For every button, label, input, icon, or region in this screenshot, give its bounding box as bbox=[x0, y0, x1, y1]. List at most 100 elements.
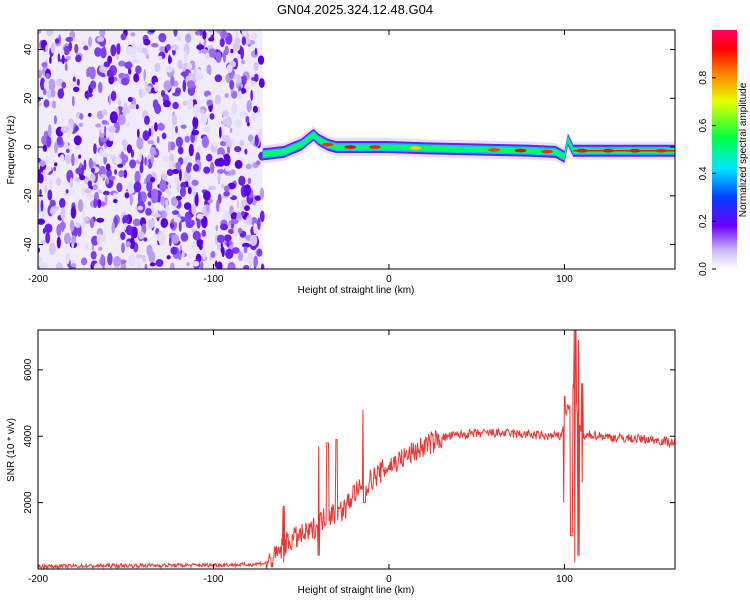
noise-blob bbox=[104, 194, 108, 206]
noise-blob bbox=[108, 132, 114, 142]
noise-blob bbox=[40, 239, 47, 245]
noise-blob bbox=[132, 218, 141, 227]
noise-blob bbox=[116, 182, 123, 193]
noise-blob bbox=[109, 111, 118, 124]
colorbar-scale bbox=[712, 30, 737, 269]
noise-blob bbox=[38, 218, 46, 225]
noise-blob bbox=[142, 254, 146, 263]
noise-blob bbox=[207, 185, 216, 191]
noise-blob bbox=[161, 132, 167, 140]
noise-blob bbox=[196, 44, 205, 51]
noise-blob bbox=[216, 244, 222, 251]
snr-panel: -200 -100 0 100 6000 4000 2000 Height of stra… bbox=[6, 329, 676, 596]
noise-blob bbox=[246, 85, 250, 91]
noise-blob bbox=[86, 193, 94, 201]
noise-blob bbox=[143, 38, 151, 46]
noise-blob bbox=[144, 81, 148, 87]
spectrogram-y-ticks: 40 20 0 -20 -40 bbox=[23, 44, 675, 252]
noise-blob bbox=[206, 204, 210, 213]
noise-blob bbox=[206, 99, 213, 106]
noise-blob bbox=[118, 72, 126, 79]
noise-blob bbox=[65, 148, 70, 154]
noise-blob bbox=[59, 221, 67, 230]
noise-blob bbox=[170, 246, 178, 255]
noise-blob bbox=[159, 179, 167, 192]
noise-blob bbox=[77, 199, 84, 213]
noise-blob bbox=[46, 135, 52, 148]
noise-blob bbox=[194, 30, 201, 36]
noise-blob bbox=[96, 233, 103, 245]
noise-blob bbox=[89, 173, 96, 182]
noise-blob bbox=[186, 80, 196, 89]
ridge-peak bbox=[488, 148, 501, 152]
noise-blob bbox=[87, 180, 93, 187]
spectrogram-x-ticks: -200 -100 0 100 bbox=[28, 30, 573, 285]
noise-blob bbox=[79, 112, 84, 120]
noise-blob bbox=[81, 187, 86, 196]
noise-blob bbox=[82, 210, 86, 216]
noise-blob bbox=[223, 191, 230, 197]
noise-blob bbox=[170, 196, 178, 207]
noise-blob bbox=[60, 207, 66, 220]
noise-blob bbox=[254, 195, 262, 201]
y-tick-label: 6000 bbox=[23, 358, 34, 381]
noise-blob bbox=[157, 123, 165, 131]
noise-blob bbox=[75, 155, 79, 168]
noise-blob bbox=[69, 177, 74, 188]
noise-blob bbox=[108, 175, 116, 181]
noise-blob bbox=[234, 119, 242, 128]
noise-blob bbox=[60, 126, 69, 133]
noise-blob bbox=[71, 235, 77, 245]
noise-blob bbox=[252, 105, 258, 113]
noise-blob bbox=[225, 248, 234, 260]
noise-blob bbox=[96, 217, 105, 223]
noise-blob bbox=[44, 184, 48, 193]
noise-blob bbox=[45, 231, 51, 244]
noise-blob bbox=[182, 100, 187, 106]
noise-blob bbox=[69, 219, 75, 232]
noise-blob bbox=[149, 176, 156, 183]
noise-blob bbox=[123, 145, 127, 151]
noise-blob bbox=[170, 75, 175, 87]
noise-blob bbox=[78, 154, 82, 159]
colorbar-tick-label: 0.2 bbox=[698, 214, 709, 228]
noise-blob bbox=[253, 255, 259, 267]
noise-blob bbox=[172, 101, 179, 110]
noise-blob bbox=[137, 191, 142, 205]
noise-blob bbox=[242, 75, 247, 85]
y-tick-label: -40 bbox=[23, 237, 34, 252]
noise-blob bbox=[194, 194, 199, 207]
noise-blob bbox=[89, 66, 96, 80]
noise-blob bbox=[117, 114, 126, 126]
noise-blob bbox=[145, 207, 152, 216]
noise-blob bbox=[40, 77, 46, 91]
noise-blob bbox=[259, 187, 265, 200]
noise-blob bbox=[51, 100, 57, 109]
noise-blob bbox=[175, 125, 178, 134]
noise-blob bbox=[118, 78, 121, 84]
noise-blob bbox=[214, 158, 222, 167]
noise-blob bbox=[155, 258, 164, 267]
noise-blob bbox=[114, 169, 118, 175]
noise-blob bbox=[243, 245, 248, 254]
noise-blob bbox=[158, 232, 166, 246]
noise-blob bbox=[125, 45, 134, 56]
noise-blob bbox=[150, 124, 155, 137]
noise-blob bbox=[156, 136, 160, 144]
noise-blob bbox=[81, 41, 87, 46]
noise-blob bbox=[192, 230, 201, 241]
noise-blob bbox=[173, 177, 181, 184]
ridge-peak bbox=[409, 146, 422, 150]
noise-blob bbox=[65, 252, 70, 265]
noise-blob bbox=[229, 169, 236, 176]
noise-blob bbox=[225, 116, 233, 129]
noise-blob bbox=[162, 156, 170, 162]
noise-blob bbox=[179, 186, 187, 198]
noise-blob bbox=[217, 173, 221, 183]
noise-blob bbox=[226, 240, 230, 248]
noise-blob bbox=[171, 168, 180, 175]
noise-blob bbox=[82, 217, 89, 222]
noise-blob bbox=[180, 232, 189, 242]
noise-blob bbox=[246, 214, 253, 226]
